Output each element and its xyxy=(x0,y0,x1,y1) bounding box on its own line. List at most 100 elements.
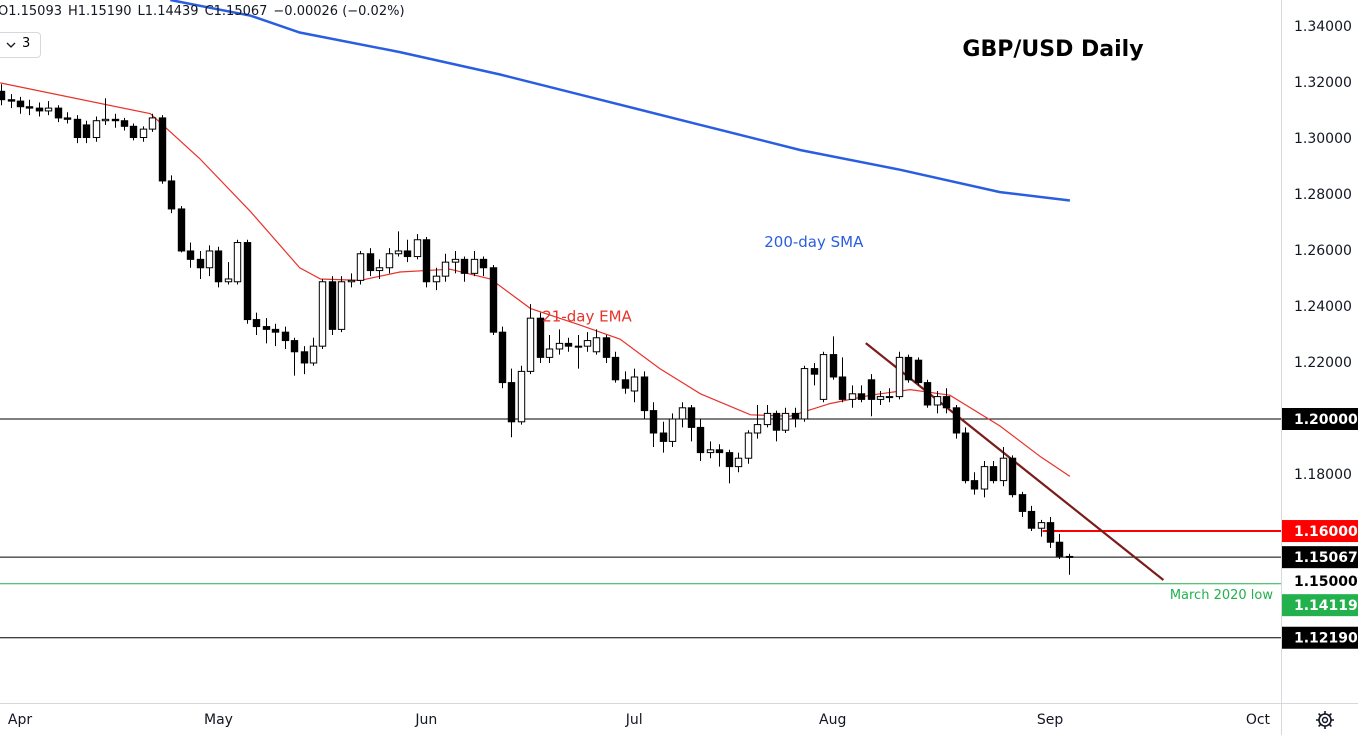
x-tick: Sep xyxy=(1037,712,1064,728)
level-note: March 2020 low xyxy=(1170,588,1274,603)
candle-body xyxy=(592,337,601,353)
candle-body xyxy=(867,379,876,400)
candle-body xyxy=(526,317,535,372)
candle-body xyxy=(347,279,356,283)
header-value: H1.15190 xyxy=(68,4,132,19)
candle-body xyxy=(952,407,961,434)
y-tick: 1.34000 xyxy=(1294,19,1352,35)
candle-body xyxy=(602,337,611,358)
price-label: 1.16000 xyxy=(1294,524,1358,540)
candle-body xyxy=(1046,522,1055,543)
candle-body xyxy=(375,267,384,272)
price-label-box xyxy=(1282,520,1358,543)
candle-body xyxy=(394,250,403,255)
sma-line xyxy=(170,0,1071,202)
candle-body xyxy=(517,370,526,423)
y-tick-label: 1.18000 xyxy=(1294,467,1352,483)
candle-body xyxy=(54,107,63,119)
candle-body xyxy=(583,340,592,347)
candle-body xyxy=(753,424,762,434)
candle-body xyxy=(300,351,309,364)
candle-body xyxy=(734,457,743,468)
ema-line xyxy=(0,82,1071,477)
candle-body xyxy=(668,418,677,442)
candle-body xyxy=(479,258,488,269)
candle-body xyxy=(961,432,970,482)
candle-body xyxy=(1037,522,1046,529)
candle-body xyxy=(630,376,639,392)
x-tick-label: Jun xyxy=(414,712,437,728)
x-tick-label: Aug xyxy=(819,712,846,728)
y-tick-label: 1.30000 xyxy=(1294,131,1352,147)
candle-body xyxy=(224,278,233,283)
price-label: 1.12190 xyxy=(1294,631,1358,647)
x-tick: Jun xyxy=(414,712,437,728)
candle-body xyxy=(148,117,157,130)
candle-body xyxy=(933,396,942,406)
candle-body xyxy=(309,345,318,364)
gear-ring xyxy=(1318,713,1332,727)
candle-body xyxy=(82,124,91,139)
y-tick: 1.18000 xyxy=(1294,467,1352,483)
gear-hub xyxy=(1321,716,1329,724)
candle-body xyxy=(829,354,838,378)
indicator-lines xyxy=(0,0,1165,581)
candle-body xyxy=(290,340,299,353)
candle-body xyxy=(328,281,337,330)
candle-body xyxy=(848,393,857,400)
candle-body xyxy=(356,253,365,281)
candle-body xyxy=(923,382,932,406)
y-tick-label: 1.32000 xyxy=(1294,75,1352,91)
candle-body xyxy=(432,275,441,283)
candle-body xyxy=(942,396,951,409)
candle-body xyxy=(536,317,545,358)
candle-body xyxy=(337,281,346,330)
candle-body xyxy=(564,342,573,347)
candle-body xyxy=(158,117,167,182)
candle-body xyxy=(611,356,620,381)
plot-area xyxy=(0,0,1281,639)
candle-body xyxy=(744,432,753,459)
price-label: 1.14119 xyxy=(1294,598,1358,614)
candle-body xyxy=(441,261,450,277)
candle-body xyxy=(838,376,847,400)
header-value: −0.00026 (−0.02%) xyxy=(273,4,405,19)
candle-body xyxy=(422,239,431,283)
candle-body xyxy=(498,331,507,384)
candle-body xyxy=(35,107,44,112)
candle-body xyxy=(507,382,516,423)
candle-body xyxy=(489,267,498,333)
candle-body xyxy=(980,466,989,490)
indicator-dropdown[interactable]: 3 xyxy=(0,32,41,58)
candle-body xyxy=(120,120,129,127)
candle-body xyxy=(92,120,101,139)
candle-body xyxy=(659,432,668,442)
dropdown-value: 3 xyxy=(22,36,31,51)
candle-body xyxy=(233,242,242,283)
settings-icon[interactable] xyxy=(1316,711,1334,729)
candle-body xyxy=(7,99,16,102)
y-tick: 1.22000 xyxy=(1294,355,1352,371)
chart-title: GBP/USD Daily xyxy=(962,37,1143,62)
price-label-box xyxy=(1282,570,1358,593)
candle-body xyxy=(904,356,913,381)
x-tick-label: Oct xyxy=(1246,712,1271,728)
y-tick-label: 1.34000 xyxy=(1294,19,1352,35)
candle-body xyxy=(262,326,271,330)
candle-body xyxy=(687,407,696,428)
x-tick: May xyxy=(204,712,233,728)
candle-body xyxy=(73,118,82,139)
candle-body xyxy=(781,412,790,431)
candle-body xyxy=(385,253,394,269)
gear-teeth xyxy=(1316,711,1334,729)
header-value: L1.14439 xyxy=(137,4,199,19)
candle-body xyxy=(640,376,649,412)
candle-body xyxy=(243,242,252,321)
x-tick-label: May xyxy=(204,712,233,728)
candle-body xyxy=(999,457,1008,482)
y-tick: 1.30000 xyxy=(1294,131,1352,147)
line-label: 21-day EMA xyxy=(542,307,632,325)
price-label-box xyxy=(1282,626,1358,649)
x-tick: Oct xyxy=(1246,712,1271,728)
